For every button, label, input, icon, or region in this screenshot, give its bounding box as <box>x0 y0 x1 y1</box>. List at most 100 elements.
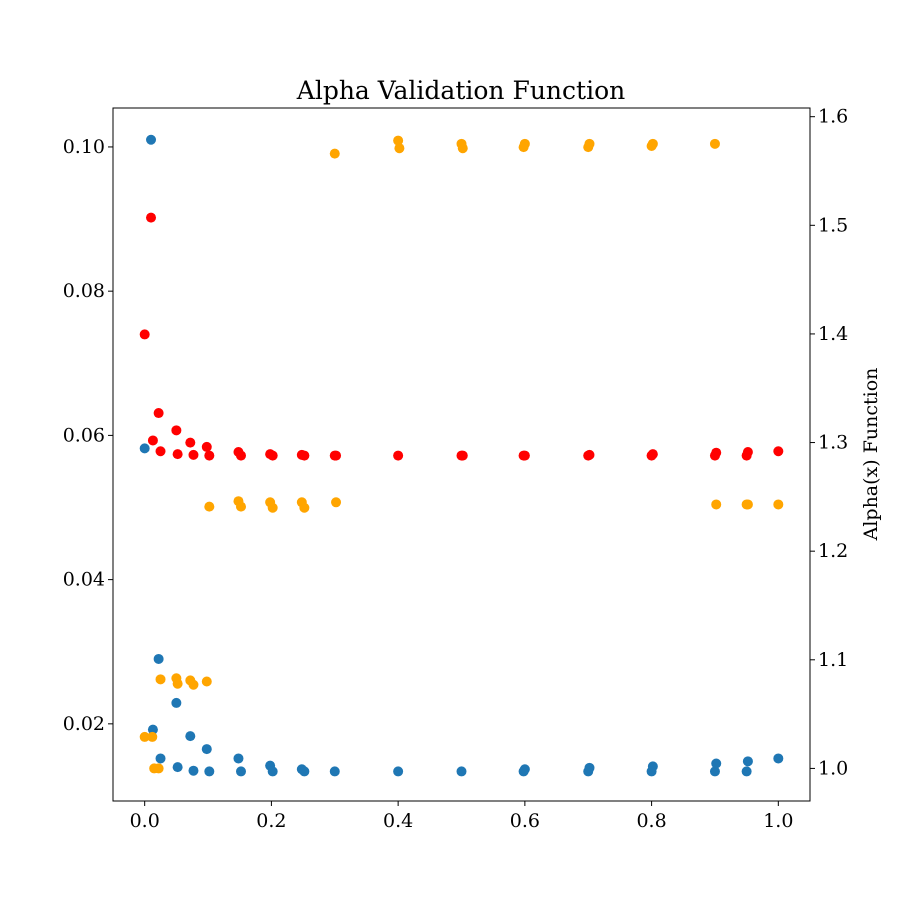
data-point <box>742 756 753 767</box>
data-point <box>393 766 404 777</box>
x-tick-label: 0.8 <box>636 810 666 832</box>
series-1-points <box>139 134 784 777</box>
x-tick-label: 0.6 <box>510 810 540 832</box>
data-point <box>171 697 182 708</box>
left-y-tick-label: 0.10 <box>63 136 105 158</box>
data-point <box>153 653 164 664</box>
data-point <box>299 450 310 461</box>
right-y-tick-label: 1.3 <box>818 432 848 454</box>
right-y-tick-label: 1.5 <box>818 214 848 236</box>
data-point <box>709 766 720 777</box>
right-y-tick-label: 1.0 <box>818 757 848 779</box>
data-point <box>188 765 199 776</box>
data-point <box>773 499 784 510</box>
data-point <box>235 450 246 461</box>
x-tick-label: 0.4 <box>383 810 413 832</box>
data-point <box>153 763 164 774</box>
data-point <box>457 450 468 461</box>
series-2-points <box>139 212 784 461</box>
data-point <box>188 449 199 460</box>
data-point <box>267 502 278 513</box>
left-y-tick-label: 0.04 <box>63 569 105 591</box>
data-point <box>394 143 405 154</box>
data-point <box>519 764 530 775</box>
scatter-points <box>139 134 784 777</box>
data-point <box>155 753 166 764</box>
data-point <box>647 449 658 460</box>
data-point <box>172 678 183 689</box>
data-point <box>172 449 183 460</box>
left-y-tick-label: 0.06 <box>63 424 105 446</box>
data-point <box>329 766 340 777</box>
data-point <box>457 143 468 154</box>
left-y-axis-ticks: 0.02 0.04 0.06 0.08 0.10 <box>63 136 113 735</box>
series-3-points <box>139 135 784 774</box>
data-point <box>147 435 158 446</box>
data-point <box>139 443 150 454</box>
data-point <box>267 450 278 461</box>
data-point <box>185 437 196 448</box>
right-y-tick-label: 1.4 <box>818 323 848 345</box>
data-point <box>188 679 199 690</box>
data-point <box>267 766 278 777</box>
x-tick-label: 0.0 <box>130 810 160 832</box>
data-point <box>147 724 158 735</box>
data-point <box>185 731 196 742</box>
data-point <box>153 408 164 419</box>
data-point <box>139 731 150 742</box>
data-point <box>741 766 752 777</box>
right-y-tick-label: 1.6 <box>818 106 848 128</box>
left-y-tick-label: 0.08 <box>63 280 105 302</box>
data-point <box>201 744 212 755</box>
data-point <box>519 138 530 149</box>
data-point <box>235 766 246 777</box>
data-point <box>146 134 157 145</box>
data-point <box>742 499 753 510</box>
data-point <box>201 441 212 452</box>
right-y-axis-ticks: 1.0 1.1 1.2 1.3 1.4 1.5 1.6 <box>810 106 848 779</box>
data-point <box>456 766 467 777</box>
data-point <box>155 446 166 457</box>
data-point <box>147 731 158 742</box>
data-point <box>146 212 157 223</box>
data-point <box>171 425 182 436</box>
data-point <box>647 761 658 772</box>
data-point <box>711 499 722 510</box>
data-point <box>331 450 342 461</box>
plot-frame <box>112 107 811 802</box>
data-point <box>393 450 404 461</box>
left-y-tick-label: 0.02 <box>63 713 105 735</box>
data-point <box>711 758 722 769</box>
data-point <box>299 766 310 777</box>
data-point <box>329 148 340 159</box>
data-point <box>773 446 784 457</box>
x-tick-label: 1.0 <box>763 810 793 832</box>
data-point <box>235 501 246 512</box>
data-point <box>742 446 753 457</box>
data-point <box>584 762 595 773</box>
data-point <box>204 766 215 777</box>
data-point <box>204 450 215 461</box>
data-point <box>647 138 658 149</box>
data-point <box>584 449 595 460</box>
right-y-tick-label: 1.2 <box>818 540 848 562</box>
data-point <box>139 329 150 340</box>
data-point <box>155 674 166 685</box>
x-axis-ticks: 0.0 0.2 0.4 0.6 0.8 1.0 <box>130 801 793 832</box>
data-point <box>519 450 530 461</box>
data-point <box>204 501 215 512</box>
data-point <box>299 502 310 513</box>
chart-title: Alpha Validation Function <box>296 76 625 105</box>
data-point <box>711 447 722 458</box>
data-point <box>773 753 784 764</box>
x-tick-label: 0.2 <box>256 810 286 832</box>
data-point <box>331 497 342 508</box>
data-point <box>201 676 212 687</box>
data-point <box>393 135 404 146</box>
right-y-axis-title: Alpha(x) Function <box>860 368 882 542</box>
data-point <box>172 762 183 773</box>
right-y-tick-label: 1.1 <box>818 649 848 671</box>
data-point <box>709 138 720 149</box>
